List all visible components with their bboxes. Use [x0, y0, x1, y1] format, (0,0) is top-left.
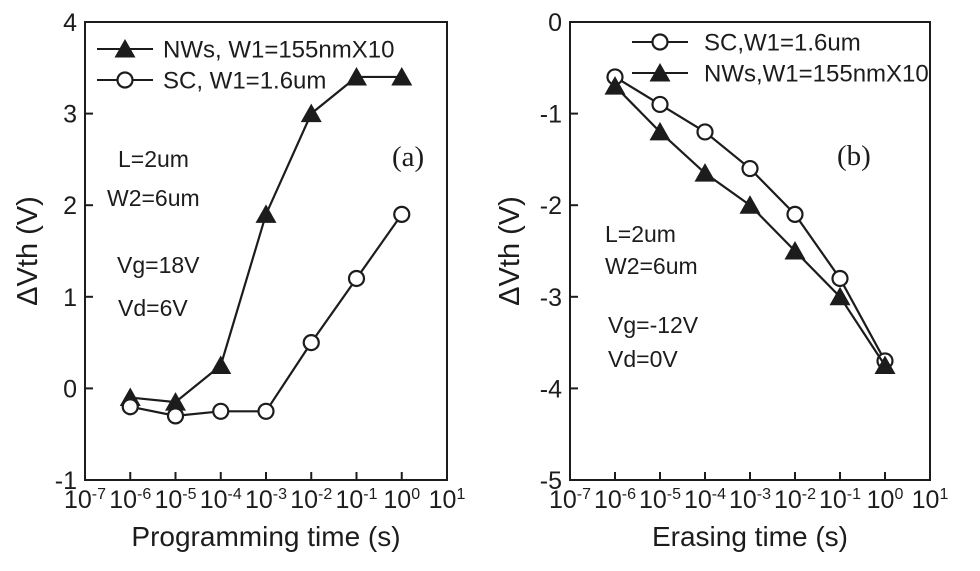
x-tick-label: 10-2: [774, 486, 816, 514]
x-tick-label: 10-5: [154, 486, 196, 514]
x-tick-label: 10-5: [639, 486, 681, 514]
x-tick-label: 10-1: [335, 486, 377, 514]
plot-box: [569, 21, 931, 481]
chart-panel-b: 10-7 10-6 10-5 10-4 10-3 10-2 10-1 100 101 -5 -4 -3…: [494, 9, 949, 552]
data-point-marker: [346, 66, 367, 86]
annotation: Vg=-12V: [608, 312, 699, 338]
data-point-marker: [696, 123, 714, 141]
data-point-marker: [210, 355, 232, 374]
legend-marker: [651, 33, 669, 51]
legend-label: SC, W1=1.6um: [163, 68, 326, 95]
x-tick-label: 10-2: [290, 486, 332, 514]
annotation: W2=6um: [107, 185, 200, 211]
data-point-marker: [739, 195, 761, 214]
data-point-marker: [347, 269, 366, 288]
x-tick-label: 101: [912, 486, 949, 514]
y-tick-label: -1: [55, 467, 77, 495]
data-point-marker: [784, 241, 806, 260]
x-tick-label: 10-1: [819, 486, 861, 514]
annotation: Vd=6V: [118, 295, 188, 321]
x-tick-label: 10-3: [245, 486, 287, 514]
x-tick-label: 10-6: [594, 486, 636, 514]
chart-panel-a: 10-7 10-6 10-5 10-4 10-3 10-2 10-1 100 101 -1 0 1 2 3…: [12, 9, 466, 552]
legend-label: NWs, W1=155nmX10: [163, 37, 394, 64]
x-tick-label: 10-3: [729, 486, 771, 514]
panel-label: (a): [392, 141, 424, 173]
y-tick-label: 4: [63, 9, 77, 37]
y-tick-label: 3: [63, 101, 77, 129]
y-tick-label: -1: [540, 101, 562, 129]
x-tick-label: 100: [383, 486, 420, 514]
data-point-marker: [649, 121, 671, 141]
x-tick-label: 10-4: [200, 486, 242, 514]
panel-label: (b): [837, 140, 871, 172]
data-point-marker: [121, 398, 139, 416]
data-point-marker: [741, 159, 759, 178]
x-tick-label: 10-4: [684, 486, 726, 514]
annotation: L=2um: [605, 221, 676, 247]
y-axis-label: ΔVth (V): [494, 196, 526, 306]
data-point-marker: [831, 269, 849, 288]
data-point-marker: [302, 334, 320, 352]
annotation: Vg=18V: [117, 252, 200, 278]
data-point-marker: [257, 402, 275, 420]
y-tick-label: 0: [63, 375, 77, 403]
data-point-marker: [786, 205, 804, 223]
data-point-marker: [651, 95, 669, 114]
y-tick-label: -4: [540, 375, 562, 403]
y-tick-label: 2: [63, 192, 77, 220]
y-tick-label: -2: [540, 192, 562, 220]
legend-marker: [114, 39, 136, 58]
series-line: [130, 75, 402, 404]
annotation: W2=6um: [605, 253, 698, 279]
data-point-marker: [829, 286, 851, 306]
x-tick-label: 10-7: [549, 486, 591, 514]
data-point-marker: [393, 205, 411, 223]
data-point-marker: [300, 103, 322, 123]
data-point-marker: [694, 163, 716, 182]
data-point-marker: [874, 355, 896, 374]
y-tick-label: -5: [540, 467, 562, 495]
legend-marker: [116, 71, 134, 89]
legend-label: NWs,W1=155nmX10: [704, 61, 929, 88]
data-point-marker: [166, 407, 185, 425]
y-tick-label: 0: [548, 9, 562, 37]
x-axis-label: Erasing time (s): [652, 521, 848, 552]
data-point-marker: [255, 204, 277, 223]
data-point-marker: [391, 66, 413, 86]
legend-label: SC,W1=1.6um: [704, 30, 861, 57]
data-point-marker: [604, 76, 626, 95]
x-axis-label: Programming time (s): [131, 521, 400, 552]
x-tick-label: 101: [429, 486, 466, 514]
x-tick-label: 10-7: [64, 486, 106, 514]
y-tick-label: 1: [63, 284, 77, 312]
x-tick-label: 10-6: [109, 486, 151, 514]
data-point-marker: [212, 402, 230, 420]
y-axis-label: ΔVth (V): [12, 196, 44, 306]
y-tick-label: -3: [540, 284, 562, 312]
x-tick-label: 100: [867, 486, 904, 514]
legend-marker: [649, 63, 671, 82]
data-point-marker: [165, 392, 186, 411]
annotation: L=2um: [118, 146, 189, 172]
annotation: Vd=0V: [608, 346, 678, 372]
